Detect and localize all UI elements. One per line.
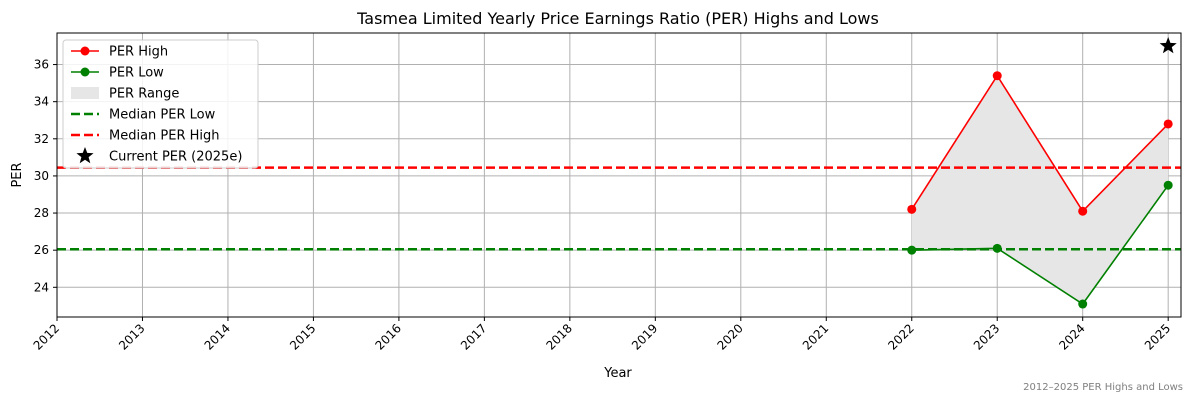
per-low-point (992, 243, 1002, 253)
x-tick-label: 2021 (800, 321, 831, 352)
per-high-line (911, 74, 1169, 213)
x-tick-label: 2020 (714, 321, 745, 352)
legend-label: PER Low (109, 66, 164, 81)
y-axis-label: PER (10, 162, 25, 187)
x-tick-label: 2016 (373, 321, 404, 352)
x-tick-label: 2012 (31, 321, 62, 352)
per-high-point (1163, 119, 1173, 129)
per-low-line (911, 184, 1169, 306)
y-tick-label: 28 (34, 206, 49, 220)
x-tick-label: 2022 (885, 321, 916, 352)
x-axis-ticks: 2012 2013 2014 2015 2016 2017 2018 2019 2020 2021… (31, 317, 1173, 353)
x-tick-label: 2019 (629, 321, 660, 352)
per-low-point (1078, 299, 1088, 309)
x-tick-label: 2015 (287, 321, 318, 352)
legend-label: PER High (109, 45, 168, 60)
chart-title: Tasmea Limited Yearly Price Earnings Rat… (356, 9, 879, 28)
x-tick-label: 2013 (116, 321, 147, 352)
series-layer (907, 36, 1177, 309)
legend-label: Median PER High (109, 129, 220, 144)
plot-frame (56, 32, 1182, 318)
y-tick-label: 36 (34, 58, 49, 72)
legend-box (62, 39, 259, 169)
y-tick-label: 26 (34, 243, 49, 257)
legend-star-swatch (76, 147, 94, 164)
x-tick-label: 2024 (1056, 321, 1087, 352)
legend-marker-swatch (80, 67, 90, 77)
x-axis-label: Year (603, 366, 632, 381)
legend-fill-swatch (71, 87, 99, 99)
y-tick-label: 32 (34, 132, 49, 146)
x-tick-label: 2023 (971, 321, 1002, 352)
per-high-point (907, 204, 917, 214)
y-tick-label: 24 (34, 280, 49, 294)
legend-marker-swatch (80, 46, 90, 56)
per-high-point (992, 71, 1002, 81)
x-tick-label: 2018 (543, 321, 574, 352)
x-tick-label: 2025 (1142, 321, 1173, 352)
legend-label: Median PER Low (109, 108, 216, 123)
legend-label: PER Range (109, 87, 179, 102)
x-tick-label: 2014 (202, 321, 233, 352)
per-range-fill (911, 75, 1169, 305)
chart-caption: 2012–2025 PER Highs and Lows (1023, 382, 1183, 393)
legend-label: Current PER (2025e) (109, 150, 242, 165)
x-tick-label: 2017 (458, 321, 489, 352)
per-high-point (1078, 206, 1088, 216)
y-axis-ticks: 24 26 28 30 32 34 36 (34, 58, 57, 294)
range-fill (911, 75, 1169, 305)
per-low-point (907, 245, 917, 255)
y-tick-label: 30 (34, 169, 49, 183)
y-tick-label: 34 (34, 95, 49, 109)
per-low-point (1163, 180, 1173, 190)
legend: PER High PER Low PER Range Median PER Low Me… (62, 39, 259, 169)
current-per-star (1159, 36, 1177, 54)
